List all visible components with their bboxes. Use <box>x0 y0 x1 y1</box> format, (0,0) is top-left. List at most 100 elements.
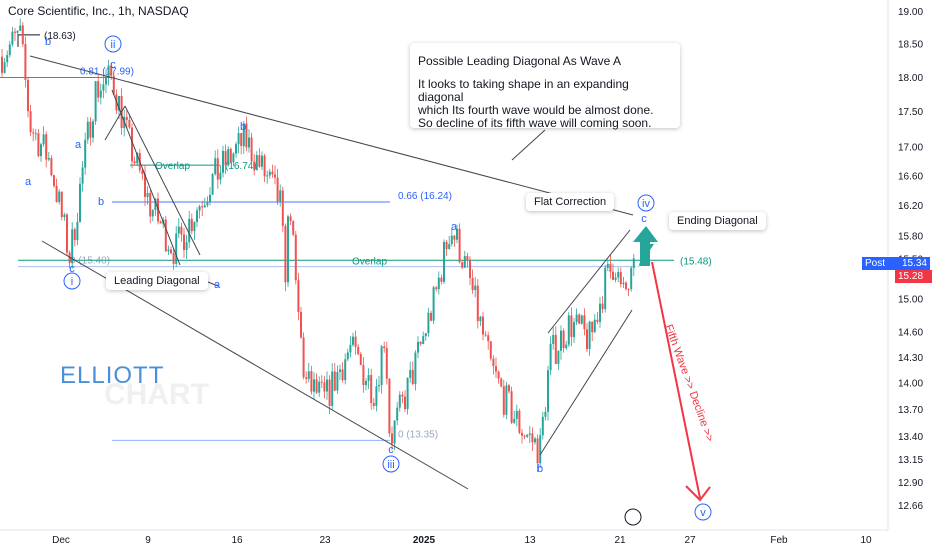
candle-body <box>341 369 344 381</box>
candle-body <box>497 371 500 379</box>
candle-body <box>310 371 313 392</box>
candle-body <box>188 218 191 243</box>
candle-body <box>518 410 521 433</box>
candle-body <box>297 280 300 313</box>
candle-body <box>27 79 29 112</box>
y-tick-label: 19.00 <box>898 7 923 18</box>
x-tick-label: 16 <box>231 535 243 546</box>
up-arrow-shaft <box>640 240 650 266</box>
candle-body <box>458 228 461 263</box>
x-axis: Dec 9 16 23 2025 13 21 27 Feb 10 <box>52 535 872 546</box>
candle-body <box>164 219 167 252</box>
y-tick-label: 17.50 <box>898 107 923 118</box>
candle-body <box>450 235 453 245</box>
wave-label: v <box>700 507 706 519</box>
candle-body <box>578 314 581 324</box>
candle-body <box>203 205 206 208</box>
candle-body <box>40 144 42 157</box>
candle-body <box>89 121 92 138</box>
candle-body <box>237 133 240 145</box>
note-ending-diagonal[interactable]: Ending Diagonal <box>669 212 766 230</box>
note-leading-diagonal-a[interactable]: Possible Leading Diagonal As Wave A It l… <box>410 43 680 130</box>
note-flat-correction[interactable]: Flat Correction <box>526 193 615 211</box>
candle-body <box>489 341 492 359</box>
candle-body <box>133 161 136 164</box>
candle-body <box>419 341 422 344</box>
y-tick-label: 13.15 <box>898 455 923 466</box>
candle-body <box>240 133 243 147</box>
candle-body <box>183 234 185 251</box>
candle-body <box>216 158 219 180</box>
candle-body <box>346 352 349 360</box>
fib-label: 0.66 (16.24) <box>398 191 452 202</box>
candle-body <box>630 267 633 290</box>
candle-body <box>214 158 217 175</box>
candle-body <box>172 253 175 264</box>
wave-label: ii <box>111 39 116 51</box>
candle-body <box>131 127 133 162</box>
candle-body <box>86 121 89 140</box>
y-tick-label: 17.00 <box>898 142 923 153</box>
candle-body <box>409 369 412 378</box>
candle-body <box>352 336 354 345</box>
candle-body <box>365 380 367 386</box>
candle-body <box>1 56 3 73</box>
candle-body <box>609 263 612 272</box>
candle-body <box>508 385 510 392</box>
candle-body <box>16 30 19 33</box>
candle-body <box>378 384 380 387</box>
candle-body <box>627 289 630 291</box>
candle-body <box>261 155 263 167</box>
candle-body <box>53 175 55 186</box>
candle-body <box>266 175 269 177</box>
candle-body <box>474 285 477 291</box>
candle-body <box>396 407 399 421</box>
candle-body <box>157 198 159 222</box>
candle-body <box>466 256 469 261</box>
candle-body <box>547 370 549 412</box>
candle-body <box>453 235 456 240</box>
trendline <box>547 229 631 334</box>
candle-body <box>112 75 115 95</box>
fifth-wave-arrow <box>651 261 701 499</box>
candle-body <box>632 258 635 268</box>
candle-body <box>549 343 552 371</box>
candle-body <box>313 379 315 392</box>
candle-body <box>625 282 627 290</box>
candle-body <box>263 155 266 177</box>
candle-body <box>242 123 245 147</box>
candle-body <box>110 65 113 76</box>
candle-body <box>63 214 66 218</box>
y-tick-label: 18.50 <box>898 39 923 50</box>
candle-body <box>167 249 170 252</box>
candle-body <box>526 434 529 437</box>
candle-body <box>84 139 87 168</box>
candle-body <box>102 84 105 91</box>
watermark-chart: CHART <box>104 378 209 411</box>
candle-body <box>255 155 258 170</box>
candles <box>1 18 635 472</box>
candle-body <box>422 336 425 344</box>
candle-body <box>565 344 568 349</box>
candle-body <box>328 379 331 406</box>
candle-body <box>245 123 248 148</box>
candle-body <box>554 334 557 364</box>
note-leading-diagonal[interactable]: Leading Diagonal <box>106 272 208 290</box>
candle-body <box>435 287 438 290</box>
candle-body <box>11 31 14 45</box>
candle-body <box>193 222 196 232</box>
candle-body <box>445 241 448 250</box>
candle-body <box>479 316 482 322</box>
candle-body <box>515 410 518 419</box>
candle-body <box>219 172 222 180</box>
candle-body <box>128 119 131 128</box>
candle-body <box>362 365 365 386</box>
candle-body <box>141 170 144 175</box>
wave-label: a <box>451 221 458 233</box>
note-title: Possible Leading Diagonal As Wave A <box>418 54 622 68</box>
candle-body <box>289 216 292 222</box>
overlap-label: Overlap <box>352 256 387 267</box>
candle-body <box>198 206 201 211</box>
